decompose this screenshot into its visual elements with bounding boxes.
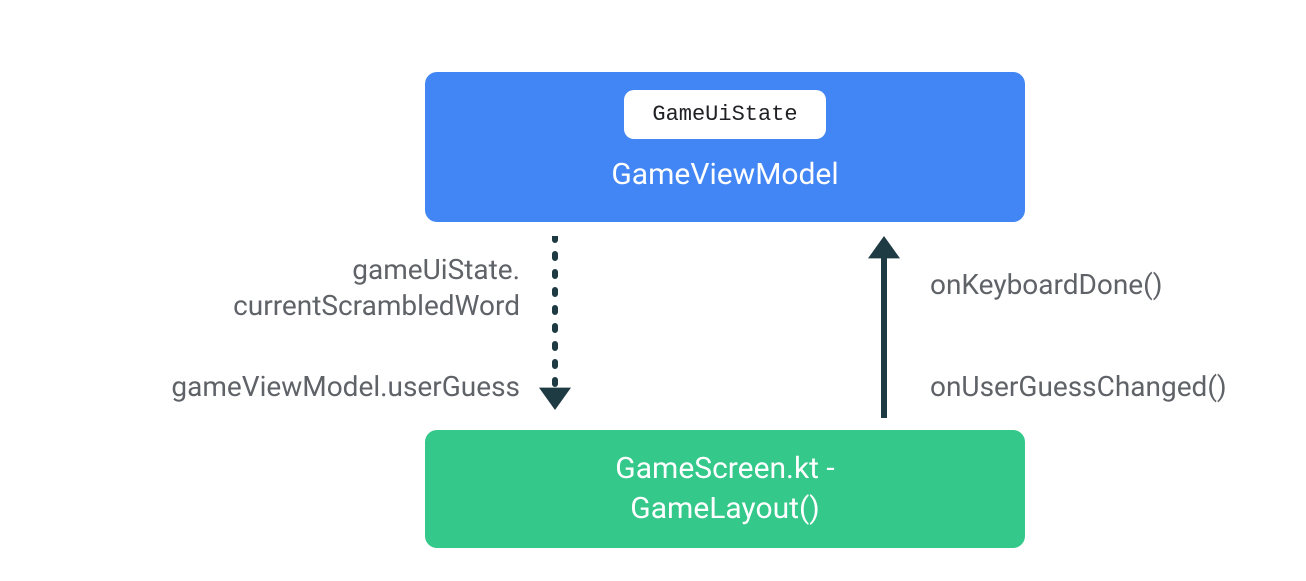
viewmodel-box: GameUiState GameViewModel xyxy=(425,72,1025,222)
label-onkeyboarddone: onKeyboardDone() xyxy=(930,268,1163,301)
down-arrow xyxy=(535,236,575,430)
gamescreen-line1: GameScreen.kt - xyxy=(615,451,834,486)
gamescreen-line2: GameLayout() xyxy=(630,491,819,526)
label-gameuistate-scrambled: gameUiState. currentScrambledWord xyxy=(100,252,520,325)
viewmodel-title: GameViewModel xyxy=(611,157,838,192)
label-onuserguesschanged: onUserGuessChanged() xyxy=(930,370,1227,403)
up-arrow xyxy=(864,236,904,438)
uistate-box: GameUiState xyxy=(624,90,825,139)
uistate-label: GameUiState xyxy=(652,102,797,127)
gamescreen-box: GameScreen.kt - GameLayout() xyxy=(425,430,1025,548)
label-userguess: gameViewModel.userGuess xyxy=(100,370,520,403)
